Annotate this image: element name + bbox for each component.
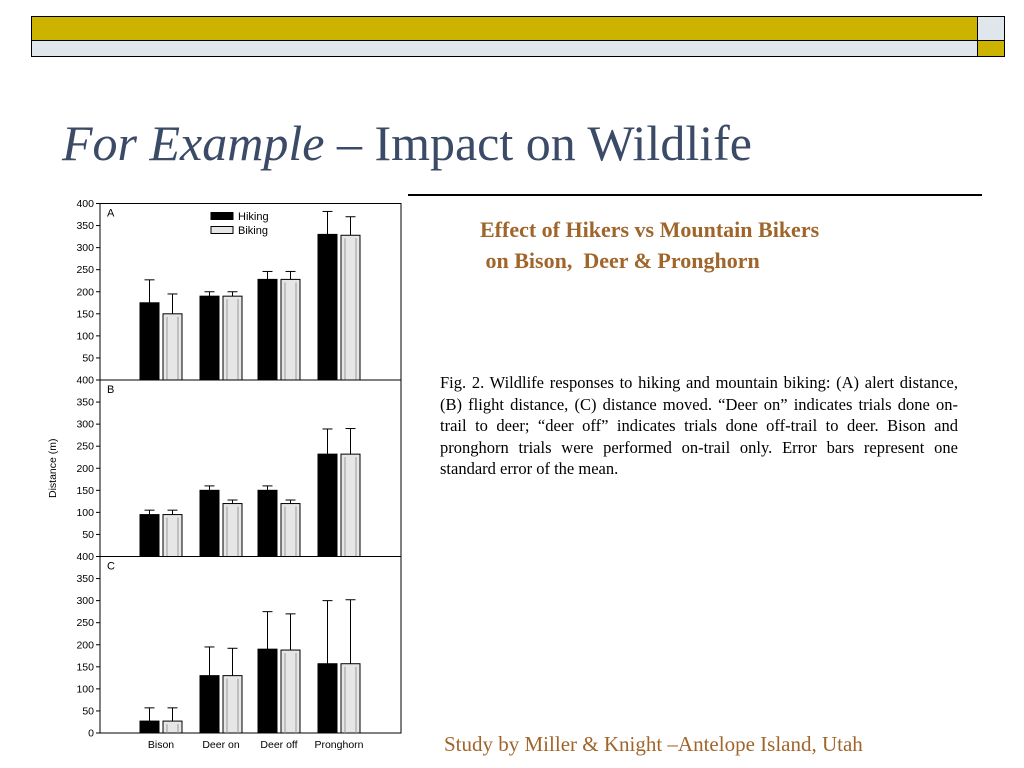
bar-hiking xyxy=(139,720,160,734)
y-tick-label: 350 xyxy=(76,397,94,409)
bar-biking xyxy=(222,675,243,734)
bar-hiking xyxy=(257,489,278,557)
legend-label-hiking: Hiking xyxy=(238,211,269,223)
y-tick-label: 350 xyxy=(76,573,94,585)
x-tick-label: Bison xyxy=(148,739,174,751)
y-tick-label: 50 xyxy=(82,705,94,717)
bar-hiking xyxy=(199,675,220,734)
bar-biking xyxy=(222,295,243,381)
y-tick-label: 300 xyxy=(76,242,94,254)
bar-biking xyxy=(340,453,361,558)
y-tick-label: 50 xyxy=(82,529,94,541)
y-tick-label: 150 xyxy=(76,661,94,673)
study-credit: Study by Miller & Knight –Antelope Islan… xyxy=(444,732,863,756)
legend-label-biking: Biking xyxy=(238,225,268,237)
bar-hiking xyxy=(199,489,220,557)
bar-biking xyxy=(162,720,183,734)
bar-biking xyxy=(162,514,183,557)
bar-biking xyxy=(280,278,301,381)
bar-biking xyxy=(280,503,301,557)
y-tick-label: 250 xyxy=(76,264,94,276)
panel-label: B xyxy=(107,384,114,396)
bar-biking xyxy=(162,313,183,381)
y-tick-label: 100 xyxy=(76,507,94,519)
slide-title-dash: – xyxy=(324,115,375,171)
slide-title: For Example – Impact on Wildlife xyxy=(62,114,752,172)
y-tick-label: 400 xyxy=(76,198,94,210)
x-tick-label: Deer off xyxy=(260,739,297,751)
y-tick-label: 400 xyxy=(76,551,94,563)
y-tick-label: 200 xyxy=(76,463,94,475)
bar-biking xyxy=(340,234,361,381)
y-tick-label: 0 xyxy=(88,728,94,740)
x-tick-label: Deer on xyxy=(202,739,240,751)
bar-hiking xyxy=(257,648,278,734)
y-tick-label: 300 xyxy=(76,419,94,431)
y-tick-label: 250 xyxy=(76,441,94,453)
subtitle-line-1: Effect of Hikers vs Mountain Bikers xyxy=(480,217,820,242)
slide-title-rest: Impact on Wildlife xyxy=(374,115,752,171)
legend-swatch-biking xyxy=(210,226,234,234)
header-grey-square xyxy=(978,17,1004,41)
bar-biking xyxy=(280,649,301,734)
bar-hiking xyxy=(199,295,220,381)
panel-label: A xyxy=(107,208,115,220)
slide-title-italic: For Example xyxy=(62,115,325,171)
y-tick-label: 50 xyxy=(82,352,94,364)
y-tick-label: 200 xyxy=(76,639,94,651)
bar-biking xyxy=(222,503,243,557)
figure-caption: Fig. 2. Wildlife responses to hiking and… xyxy=(440,373,958,478)
bar-hiking xyxy=(139,514,160,557)
y-tick-label: 400 xyxy=(76,375,94,387)
y-tick-label: 150 xyxy=(76,308,94,320)
y-tick-label: 350 xyxy=(76,220,94,232)
header-gold-band xyxy=(32,17,978,41)
y-axis-label: Distance (m) xyxy=(47,438,59,498)
y-tick-label: 150 xyxy=(76,485,94,497)
bar-biking xyxy=(340,663,361,734)
y-tick-label: 100 xyxy=(76,330,94,342)
bar-hiking xyxy=(317,663,338,734)
title-underline xyxy=(408,194,982,196)
bar-hiking xyxy=(317,233,338,381)
header-gold-square xyxy=(978,41,1004,56)
slide-header-bar xyxy=(31,16,1005,57)
bar-hiking xyxy=(139,302,160,381)
y-tick-label: 300 xyxy=(76,595,94,607)
bar-hiking xyxy=(317,453,338,558)
wildlife-bar-chart: 50 100 150 200 250 300 350 400 A 50 100 150 200 250 30… xyxy=(47,198,402,751)
x-tick-label: Pronghorn xyxy=(314,739,363,751)
y-tick-label: 200 xyxy=(76,286,94,298)
panel-label: C xyxy=(107,561,115,573)
subtitle-line-2: on Bison, Deer & Pronghorn xyxy=(480,248,760,273)
y-tick-label: 100 xyxy=(76,683,94,695)
chart-subtitle: Effect of Hikers vs Mountain Bikers on B… xyxy=(480,214,819,276)
header-grey-band xyxy=(32,41,978,56)
y-tick-label: 250 xyxy=(76,617,94,629)
bar-hiking xyxy=(257,278,278,381)
legend-swatch-hiking xyxy=(210,212,234,220)
